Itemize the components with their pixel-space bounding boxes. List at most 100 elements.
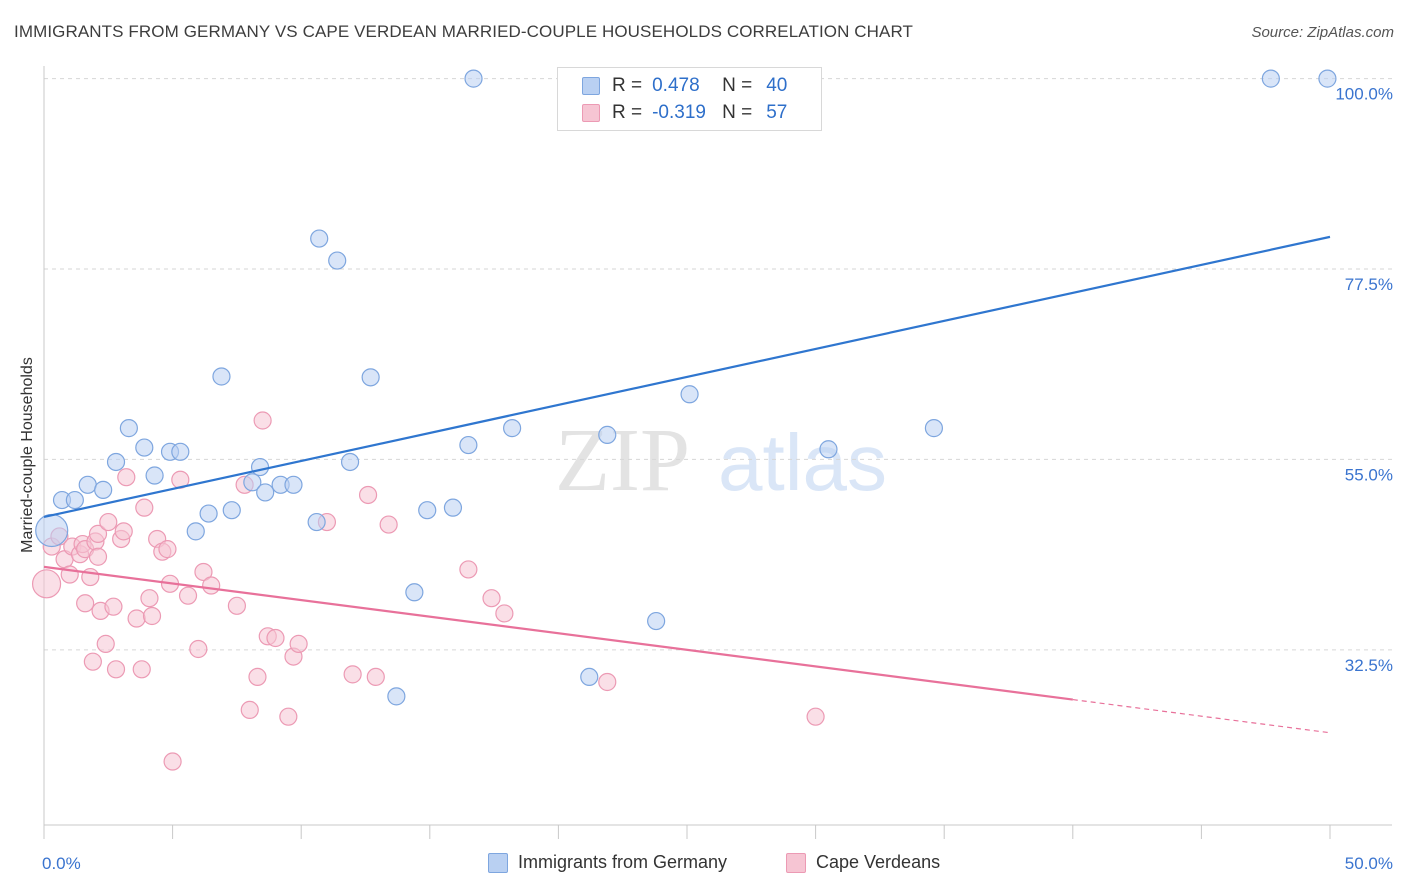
data-point xyxy=(307,512,326,532)
chart-title: IMMIGRANTS FROM GERMANY VS CAPE VERDEAN … xyxy=(14,22,914,41)
data-point xyxy=(253,411,272,430)
data-point xyxy=(503,419,522,438)
data-point xyxy=(418,501,437,520)
stats-legend: R = 0.478 N = 40 R = -0.319 N = 57 xyxy=(557,67,822,131)
data-point xyxy=(117,468,136,487)
data-point xyxy=(924,419,944,438)
data-point xyxy=(358,485,378,505)
data-point xyxy=(647,611,666,631)
data-point xyxy=(379,515,398,534)
data-point xyxy=(145,466,164,485)
legend-label: Immigrants from Germany xyxy=(518,852,728,872)
data-point xyxy=(202,576,221,595)
legend-label: Cape Verdeans xyxy=(816,852,941,872)
data-point xyxy=(250,457,270,477)
data-point xyxy=(256,483,275,502)
data-point xyxy=(279,707,298,726)
r-label: R = xyxy=(612,75,643,96)
data-point xyxy=(135,498,154,517)
y-tick-label: 100.0% xyxy=(1335,85,1393,104)
swatch-blue xyxy=(488,852,508,873)
data-point xyxy=(340,452,360,472)
data-point xyxy=(361,368,380,387)
data-point xyxy=(580,667,599,687)
data-point xyxy=(31,569,62,599)
trend-line xyxy=(43,565,1073,701)
data-point xyxy=(266,628,285,648)
data-point xyxy=(140,589,159,608)
data-point xyxy=(343,665,362,684)
data-point xyxy=(199,504,218,523)
data-point xyxy=(284,475,303,494)
n-label: N = xyxy=(722,102,753,123)
data-point xyxy=(366,667,385,687)
data-point xyxy=(119,419,138,438)
data-point xyxy=(106,452,126,472)
data-point xyxy=(459,560,478,579)
data-point xyxy=(289,634,308,654)
data-point xyxy=(104,597,123,616)
data-point xyxy=(65,490,84,510)
r-value: 0.478 xyxy=(652,75,700,96)
data-point xyxy=(328,251,347,270)
data-point xyxy=(163,752,182,771)
x-tick-label: 50.0% xyxy=(1345,854,1393,873)
data-point xyxy=(405,583,424,602)
series-immigrants-from-germany xyxy=(35,69,1337,706)
data-point xyxy=(76,594,95,613)
data-point xyxy=(240,700,259,720)
data-point xyxy=(1318,69,1337,88)
data-point xyxy=(96,634,115,654)
data-point xyxy=(243,473,262,492)
stats-row-cape-verdeans: R = -0.319 N = 57 xyxy=(582,101,787,125)
series-cape-verdeans xyxy=(31,411,825,771)
trend-lines xyxy=(43,235,1331,734)
data-point xyxy=(1261,69,1280,88)
swatch-pink xyxy=(786,852,806,873)
stats-row-germany: R = 0.478 N = 40 xyxy=(582,74,787,98)
n-value: 57 xyxy=(766,102,788,123)
n-value: 40 xyxy=(766,75,788,96)
data-point xyxy=(482,589,501,608)
gridlines xyxy=(44,78,1392,651)
data-point xyxy=(127,609,146,628)
data-point xyxy=(222,501,241,520)
y-tick-label: 55.0% xyxy=(1345,465,1393,484)
data-point xyxy=(598,672,617,692)
legend-item-germany[interactable]: Immigrants from Germany xyxy=(488,852,727,873)
r-label: R = xyxy=(612,102,643,123)
data-point xyxy=(459,435,478,455)
data-point xyxy=(186,522,205,541)
data-point xyxy=(189,639,208,659)
trend-line-extension xyxy=(1072,698,1331,734)
data-point xyxy=(248,667,267,687)
data-point xyxy=(106,660,126,679)
r-value: -0.319 xyxy=(652,102,706,123)
data-point xyxy=(387,687,406,706)
n-label: N = xyxy=(722,75,753,96)
data-point xyxy=(598,425,617,444)
data-point xyxy=(171,442,190,461)
axes xyxy=(43,66,1392,839)
data-point xyxy=(806,707,825,726)
data-point xyxy=(35,513,69,548)
data-point xyxy=(83,652,102,671)
data-point xyxy=(94,480,113,499)
data-point xyxy=(142,606,162,626)
data-point xyxy=(443,498,463,517)
data-point xyxy=(78,475,97,494)
data-point xyxy=(194,562,213,582)
data-point xyxy=(114,522,133,541)
y-tick-label: 77.5% xyxy=(1345,275,1393,294)
data-point xyxy=(310,229,329,248)
trend-line xyxy=(43,235,1331,519)
data-point xyxy=(135,438,154,457)
data-point xyxy=(158,540,177,559)
data-point xyxy=(212,367,231,386)
data-point xyxy=(88,524,108,543)
watermark-atlas: atlas xyxy=(718,418,887,507)
legend-item-cape-verdeans[interactable]: Cape Verdeans xyxy=(786,852,940,873)
data-point xyxy=(178,586,198,605)
swatch-blue xyxy=(582,77,600,95)
data-point xyxy=(819,440,838,459)
